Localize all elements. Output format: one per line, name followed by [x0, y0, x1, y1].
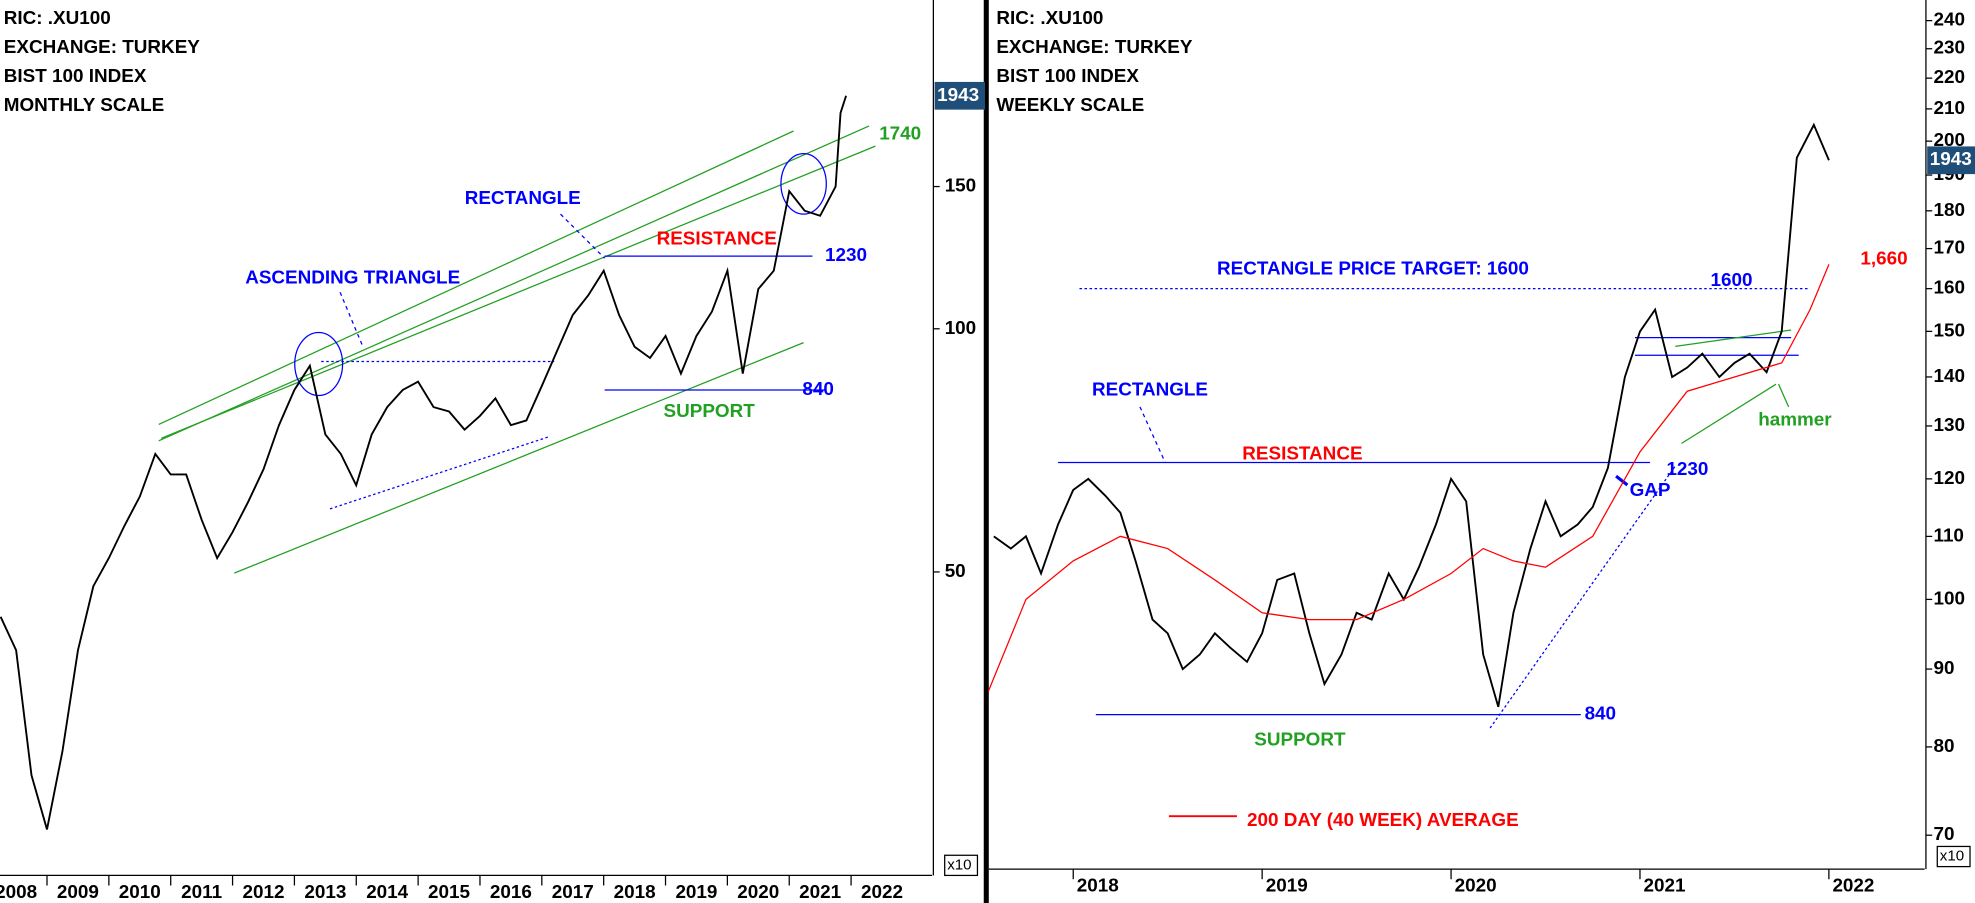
y-tick-label: 120	[1933, 468, 1965, 489]
gap-arrow	[1615, 474, 1629, 487]
x-tick-label: 2021	[1644, 876, 1686, 897]
channel-line	[158, 125, 870, 442]
annotation: RECTANGLE	[465, 188, 581, 209]
x-tick-label: 2020	[737, 882, 779, 903]
y-tick-label: 210	[1933, 98, 1965, 119]
legend-label: 200 DAY (40 WEEK) AVERAGE	[1247, 810, 1519, 831]
x-tick-label: 2014	[366, 882, 408, 903]
last-price-box	[1927, 146, 1975, 175]
x-tick-label: 2016	[490, 882, 532, 903]
y-tick-label: 130	[1933, 415, 1965, 436]
y-tick-label: 220	[1933, 67, 1965, 88]
y-tick-label: 160	[1933, 278, 1965, 299]
level-label: 1230	[1666, 459, 1708, 480]
annotation: GAP	[1630, 480, 1671, 501]
x-tick-label: 2020	[1455, 876, 1497, 897]
level-label: 1600	[1711, 270, 1753, 291]
annotation: RESISTANCE	[657, 228, 777, 249]
title-line: RIC: .XU100	[996, 8, 1103, 29]
y-tick-label: 70	[1933, 824, 1954, 845]
annotation: SUPPORT	[1254, 730, 1346, 751]
last-price-label: 1943	[1930, 149, 1972, 170]
last-price-box	[934, 81, 986, 110]
title-line: WEEKLY SCALE	[996, 95, 1144, 116]
price-line	[0, 95, 847, 830]
y-tick-label: 170	[1933, 238, 1965, 259]
highlight-circle	[294, 331, 344, 397]
annotation: SUPPORT	[664, 401, 756, 422]
y-tick-label: 230	[1933, 38, 1965, 59]
x-tick-label: 2008	[0, 882, 37, 903]
last-price-label: 1943	[937, 85, 979, 106]
x-tick-label: 2015	[428, 882, 470, 903]
x-tick-label: 2019	[675, 882, 717, 903]
drawing-tools	[158, 0, 1799, 903]
y-tick-label: 150	[1933, 320, 1965, 341]
x-tick-label: 2022	[861, 882, 903, 903]
annotation: RESISTANCE	[1242, 444, 1362, 465]
x-tick-label: 2013	[304, 882, 346, 903]
trend-line	[1489, 465, 1676, 729]
y-tick-label: 140	[1933, 366, 1965, 387]
y-tick-label: 50	[945, 561, 966, 582]
level-label: 840	[802, 379, 834, 400]
y-tick-label: 80	[1933, 736, 1954, 757]
price-line	[987, 264, 1830, 692]
y-tick-label: 150	[945, 176, 977, 197]
y-tick-label: 200	[1933, 130, 1965, 151]
level-label: 840	[1585, 704, 1617, 725]
price-line	[993, 122, 1830, 708]
axis-area	[932, 0, 987, 903]
multiplier-box	[944, 854, 979, 877]
highlight-circle	[780, 153, 827, 215]
x-tick-label: 2019	[1266, 876, 1308, 897]
x-tick-label: 2011	[181, 882, 222, 903]
x-tick-label: 2012	[242, 882, 284, 903]
pointer	[560, 213, 606, 259]
title-line: EXCHANGE: TURKEY	[996, 37, 1193, 58]
x-tick-label: 2017	[552, 882, 594, 903]
title-line: MONTHLY SCALE	[4, 95, 164, 116]
annotation: hammer	[1758, 410, 1832, 431]
annotation: RECTANGLE	[1092, 379, 1208, 400]
pointer	[1777, 383, 1790, 408]
y-tick-label: 100	[945, 318, 977, 339]
channel-line	[158, 130, 794, 426]
level-label: 1740	[879, 123, 921, 144]
y-tick-label: 180	[1933, 200, 1965, 221]
pointer	[1139, 406, 1166, 463]
x-tick-label: 2018	[1077, 876, 1119, 897]
y-tick-label: 100	[1933, 588, 1965, 609]
title-line: BIST 100 INDEX	[4, 66, 147, 87]
y-tick-label: 240	[1933, 10, 1965, 31]
x-tick-label: 2009	[57, 882, 99, 903]
channel-line	[160, 145, 876, 439]
triangle-line	[1675, 329, 1792, 348]
level-label: 1230	[825, 245, 867, 266]
x-tick-label: 2018	[614, 882, 656, 903]
axis-multiplier: x10	[947, 856, 971, 873]
x-tick-label: 2010	[119, 882, 161, 903]
multiplier-box	[1936, 845, 1971, 868]
channel-line	[234, 342, 804, 574]
triangle-line	[1681, 383, 1777, 444]
y-tick-label: 110	[1933, 525, 1963, 546]
title-line: EXCHANGE: TURKEY	[4, 37, 201, 58]
pointer	[339, 291, 364, 347]
level-label: 1,660	[1860, 248, 1907, 269]
axis-multiplier: x10	[1940, 848, 1964, 865]
panel-separator	[983, 0, 989, 903]
annotation: RECTANGLE PRICE TARGET: 1600	[1217, 259, 1529, 280]
annotation: ASCENDING TRIANGLE	[245, 267, 460, 288]
title-line: BIST 100 INDEX	[996, 66, 1139, 87]
x-tick-label: 2021	[799, 882, 841, 903]
x-tick-label: 2022	[1832, 876, 1874, 897]
y-tick-label: 90	[1933, 658, 1954, 679]
title-line: RIC: .XU100	[4, 8, 111, 29]
